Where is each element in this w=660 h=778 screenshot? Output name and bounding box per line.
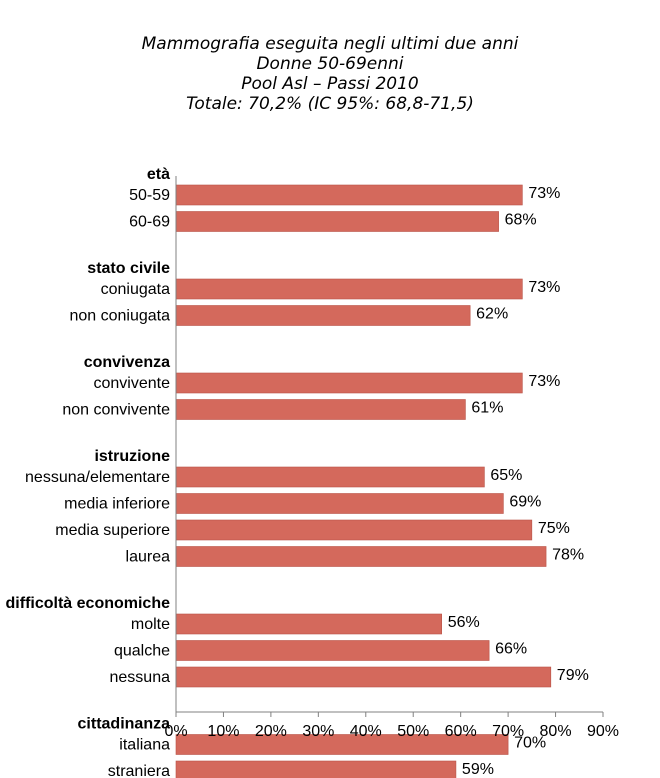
value-label: 65% bbox=[490, 467, 522, 484]
value-label: 61% bbox=[471, 400, 503, 417]
bar bbox=[175, 734, 509, 755]
x-tick-label: 80% bbox=[540, 723, 572, 740]
value-label: 75% bbox=[538, 520, 570, 537]
group-label: difficoltà economiche bbox=[6, 595, 171, 612]
category-label: 50-59 bbox=[129, 187, 170, 204]
chart-title: Mammografia eseguita negli ultimi due an… bbox=[0, 34, 660, 114]
category-label: media superiore bbox=[55, 522, 170, 539]
bar bbox=[175, 640, 490, 661]
bar bbox=[175, 278, 523, 300]
category-label: laurea bbox=[126, 549, 171, 566]
bar bbox=[175, 211, 499, 232]
value-label: 78% bbox=[552, 547, 584, 564]
x-tick-label: 30% bbox=[302, 723, 334, 740]
group-label: convivenza bbox=[84, 354, 170, 371]
category-label: convivente bbox=[94, 375, 171, 392]
bar bbox=[175, 546, 547, 567]
x-tick-label: 40% bbox=[350, 723, 382, 740]
value-label: 79% bbox=[557, 667, 589, 684]
value-label: 59% bbox=[462, 761, 494, 778]
x-tick-label: 50% bbox=[397, 723, 429, 740]
bar bbox=[175, 305, 471, 326]
x-tick-label: 10% bbox=[207, 723, 239, 740]
bar bbox=[175, 666, 552, 688]
group-label: cittadinanza bbox=[78, 716, 171, 733]
chart-title-line-2: Donne 50-69enni bbox=[256, 54, 404, 74]
value-label: 56% bbox=[448, 614, 480, 631]
category-label: 60-69 bbox=[129, 214, 170, 231]
group-label: età bbox=[147, 166, 170, 183]
bar bbox=[175, 184, 523, 206]
x-tick-label: 70% bbox=[492, 723, 524, 740]
value-label: 73% bbox=[528, 279, 560, 296]
category-label: media inferiore bbox=[64, 496, 170, 513]
value-label: 68% bbox=[505, 212, 537, 229]
group-label: istruzione bbox=[94, 448, 170, 465]
chart-title-line-3: Pool Asl – Passi 2010 bbox=[241, 74, 419, 94]
bar bbox=[175, 399, 466, 420]
category-label: nessuna bbox=[110, 669, 171, 686]
bar bbox=[175, 493, 504, 514]
category-label: molte bbox=[131, 616, 170, 633]
chart-title-line-1: Mammografia eseguita negli ultimi due an… bbox=[141, 34, 519, 54]
chart-title-line-4: Totale: 70,2% (IC 95%: 68,8-71,5) bbox=[186, 94, 474, 114]
value-label: 69% bbox=[509, 494, 541, 511]
group-label: stato civile bbox=[87, 260, 170, 277]
category-label: non convivente bbox=[62, 402, 170, 419]
x-tick-label: 60% bbox=[445, 723, 477, 740]
bar bbox=[175, 372, 523, 394]
x-tick-label: 90% bbox=[587, 723, 619, 740]
value-label: 73% bbox=[528, 185, 560, 202]
bar bbox=[175, 466, 485, 488]
value-label: 66% bbox=[495, 641, 527, 658]
category-label: nessuna/elementare bbox=[25, 469, 170, 486]
category-label: non coniugata bbox=[69, 308, 170, 325]
bar bbox=[175, 519, 533, 541]
value-label: 62% bbox=[476, 306, 508, 323]
value-label: 70% bbox=[514, 735, 546, 752]
x-tick-label: 20% bbox=[255, 723, 287, 740]
value-label: 73% bbox=[528, 373, 560, 390]
category-label: qualche bbox=[114, 643, 170, 660]
bar bbox=[175, 760, 457, 778]
category-label: italiana bbox=[119, 737, 170, 754]
bar bbox=[175, 613, 442, 635]
category-label: straniera bbox=[108, 763, 170, 778]
x-tick-label: 0% bbox=[164, 723, 187, 740]
category-label: coniugata bbox=[101, 281, 170, 298]
